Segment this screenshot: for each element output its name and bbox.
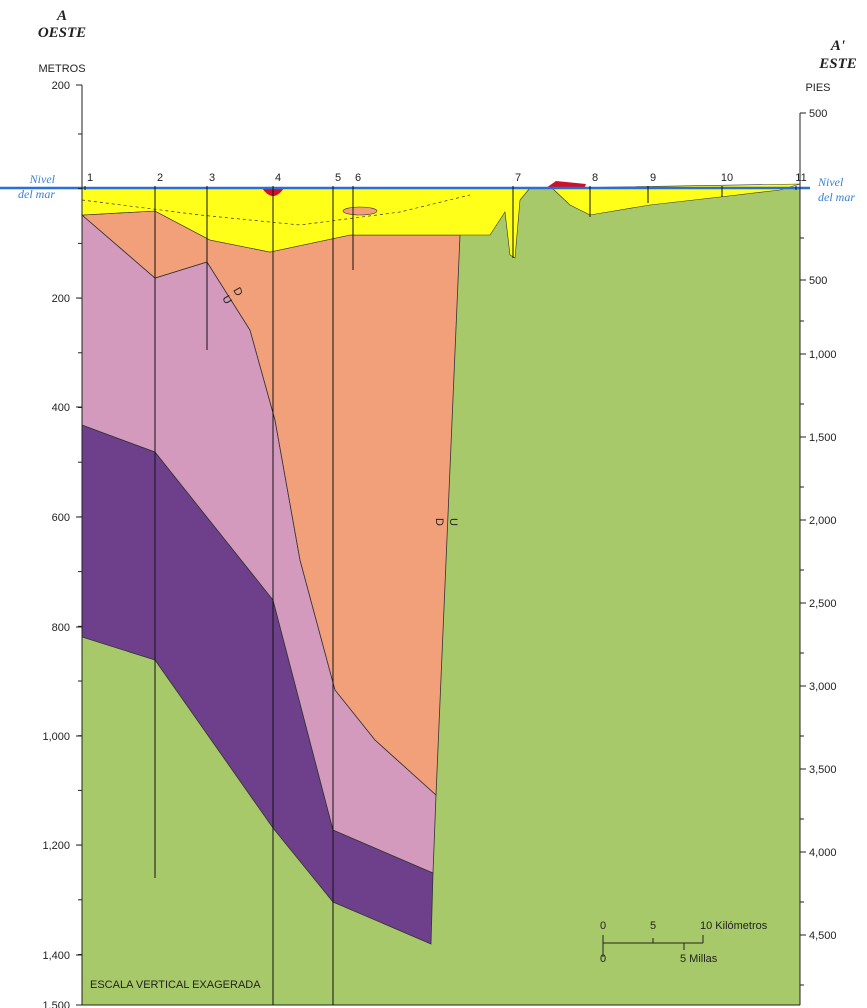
fault-label: U bbox=[447, 518, 459, 526]
y-tick-label: 800 bbox=[52, 622, 70, 634]
section-letter: A' bbox=[830, 38, 845, 54]
well-label: 11 bbox=[795, 172, 806, 184]
y-tick-label: 3,000 bbox=[809, 681, 837, 693]
direction: OESTE bbox=[38, 25, 86, 41]
y-tick-label: 500 bbox=[809, 108, 827, 120]
well-label: 3 bbox=[209, 172, 215, 184]
lens bbox=[343, 207, 377, 215]
y-tick-label: 3,500 bbox=[809, 764, 837, 776]
well-label: 10 bbox=[721, 172, 733, 184]
section-letter: A bbox=[56, 8, 67, 24]
well-label: 8 bbox=[592, 172, 598, 184]
sea-level-label: del mar bbox=[18, 187, 55, 201]
y-tick-label: 4,500 bbox=[809, 930, 837, 942]
direction: ESTE bbox=[818, 56, 857, 72]
well-label: 7 bbox=[515, 172, 521, 184]
cross-section: A OESTE METROS A' ESTE PIES Nivel del ma… bbox=[0, 0, 867, 1008]
y-tick-label: 4,000 bbox=[809, 847, 837, 859]
y-tick-label: 600 bbox=[52, 512, 70, 524]
y-tick-label: 1,400 bbox=[42, 950, 70, 962]
well-label: 4 bbox=[275, 172, 281, 184]
well-label: 5 bbox=[335, 172, 341, 184]
y-tick-label: 1,500 bbox=[42, 1000, 70, 1008]
scale-label: 5 bbox=[650, 920, 656, 932]
y-tick-label: 200 bbox=[52, 293, 70, 305]
well-label: 2 bbox=[157, 172, 163, 184]
note: ESCALA VERTICAL EXAGERADA bbox=[90, 979, 261, 991]
y-tick-label: 500 bbox=[809, 275, 827, 287]
y-tick-label: 2,000 bbox=[809, 515, 837, 527]
y-tick-label: 1,000 bbox=[809, 349, 837, 361]
y-tick-label: 400 bbox=[52, 402, 70, 414]
fault-label: D bbox=[433, 518, 445, 526]
y-tick-label: 1,500 bbox=[809, 432, 837, 444]
sea-level-label: Nivel bbox=[29, 172, 56, 186]
unit: PIES bbox=[805, 82, 830, 94]
scale-label: 0 bbox=[600, 920, 606, 932]
well-label: 9 bbox=[650, 172, 656, 184]
y-tick-label: 2,500 bbox=[809, 598, 837, 610]
y-tick-label: 1,200 bbox=[42, 840, 70, 852]
well-label: 1 bbox=[87, 172, 93, 184]
well-label: 6 bbox=[355, 172, 361, 184]
unit: METROS bbox=[38, 63, 85, 75]
sea-level-label: del mar bbox=[818, 190, 855, 204]
scale-label: 10 Kilómetros bbox=[700, 920, 768, 932]
sea-level-label: Nivel bbox=[817, 175, 844, 189]
scale-label: 0 bbox=[600, 953, 606, 965]
y-tick-label: 1,000 bbox=[42, 731, 70, 743]
scale-label: 5 Millas bbox=[680, 953, 718, 965]
y-tick-label: 200 bbox=[52, 80, 70, 92]
